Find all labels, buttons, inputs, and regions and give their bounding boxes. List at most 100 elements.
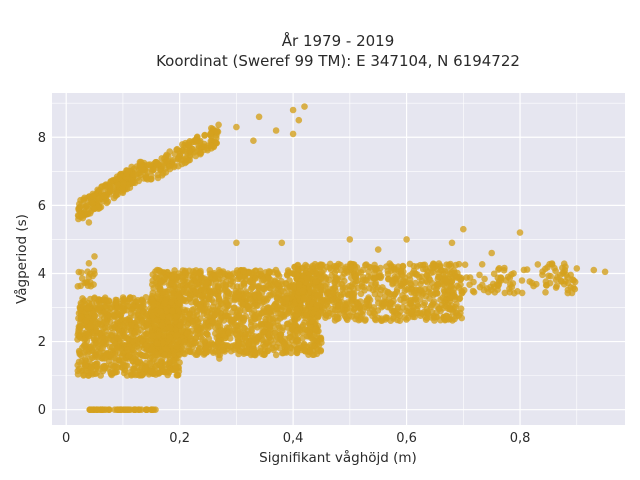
data-point xyxy=(154,290,162,297)
data-point xyxy=(349,280,356,288)
data-point xyxy=(489,280,497,288)
data-point xyxy=(302,306,309,314)
data-point xyxy=(224,287,231,295)
data-point xyxy=(309,317,317,324)
data-point xyxy=(516,229,524,236)
data-point xyxy=(203,330,211,338)
data-point xyxy=(161,274,169,282)
data-point xyxy=(142,359,150,367)
data-point xyxy=(276,324,283,331)
data-point xyxy=(518,277,526,284)
data-point xyxy=(437,316,444,324)
data-point xyxy=(215,338,222,346)
data-point xyxy=(156,308,164,316)
data-point xyxy=(76,333,83,341)
data-point xyxy=(176,299,183,307)
data-point xyxy=(225,329,232,336)
data-point xyxy=(195,347,202,355)
data-point xyxy=(241,333,249,341)
data-point xyxy=(200,287,208,294)
data-point xyxy=(163,295,170,303)
data-point xyxy=(562,263,569,271)
data-point xyxy=(460,225,467,233)
data-point xyxy=(272,336,280,343)
data-point xyxy=(168,291,175,299)
data-point xyxy=(74,367,82,375)
data-point xyxy=(255,113,263,121)
data-point xyxy=(279,349,286,357)
data-point xyxy=(289,283,297,290)
data-point xyxy=(140,323,148,331)
data-point xyxy=(93,327,100,334)
data-point xyxy=(148,345,156,353)
data-point xyxy=(208,142,215,150)
data-point xyxy=(110,194,118,202)
data-point xyxy=(329,296,336,304)
data-point xyxy=(154,160,162,168)
data-point xyxy=(169,286,176,294)
data-point xyxy=(312,285,320,293)
data-point xyxy=(260,351,268,359)
data-point xyxy=(93,406,101,414)
data-point xyxy=(154,351,161,359)
data-point xyxy=(424,310,432,317)
y-tick-label: 8 xyxy=(38,131,46,146)
data-point xyxy=(456,295,463,303)
data-point xyxy=(127,406,134,414)
data-point xyxy=(184,330,191,337)
data-point xyxy=(233,345,240,352)
data-point xyxy=(170,270,178,278)
data-point xyxy=(250,341,257,349)
data-point xyxy=(494,282,502,290)
data-point xyxy=(113,363,121,371)
data-point xyxy=(378,317,386,324)
data-point xyxy=(115,326,122,333)
data-point xyxy=(222,297,229,304)
data-point xyxy=(376,269,383,277)
data-point xyxy=(564,274,571,281)
data-point xyxy=(201,140,208,148)
data-point xyxy=(155,267,163,274)
data-point xyxy=(324,309,332,316)
data-point xyxy=(189,306,196,314)
data-point xyxy=(170,357,178,365)
data-point xyxy=(312,278,320,285)
data-point xyxy=(481,275,488,283)
data-point xyxy=(226,335,234,342)
data-point xyxy=(185,141,192,149)
x-axis-label: Signifikant våghöjd (m) xyxy=(259,449,417,466)
data-point xyxy=(112,357,120,365)
data-point xyxy=(159,288,167,296)
data-point xyxy=(146,161,154,168)
data-point xyxy=(449,309,457,316)
data-point xyxy=(193,280,200,287)
data-point xyxy=(267,285,274,292)
data-point xyxy=(147,368,154,375)
data-point xyxy=(294,266,302,273)
data-point xyxy=(385,295,393,303)
data-point xyxy=(346,312,353,320)
data-point xyxy=(423,272,431,280)
data-point xyxy=(312,326,319,333)
data-point xyxy=(267,307,274,315)
chart-title-line-1: År 1979 - 2019 xyxy=(282,31,395,50)
y-tick-label: 4 xyxy=(38,267,46,282)
data-point xyxy=(218,269,225,277)
data-point xyxy=(144,318,152,326)
data-point xyxy=(334,275,341,282)
data-point xyxy=(510,289,518,297)
data-point xyxy=(229,275,236,282)
data-point xyxy=(352,315,359,323)
data-point xyxy=(542,289,549,296)
data-point xyxy=(192,322,199,330)
data-point xyxy=(483,285,491,292)
data-point xyxy=(260,308,267,315)
data-point xyxy=(82,317,90,325)
data-point xyxy=(91,295,98,302)
data-point xyxy=(410,267,418,275)
data-point xyxy=(557,277,565,285)
data-point xyxy=(179,273,187,281)
data-point xyxy=(390,313,397,321)
data-point xyxy=(355,269,362,277)
data-point xyxy=(87,323,94,330)
